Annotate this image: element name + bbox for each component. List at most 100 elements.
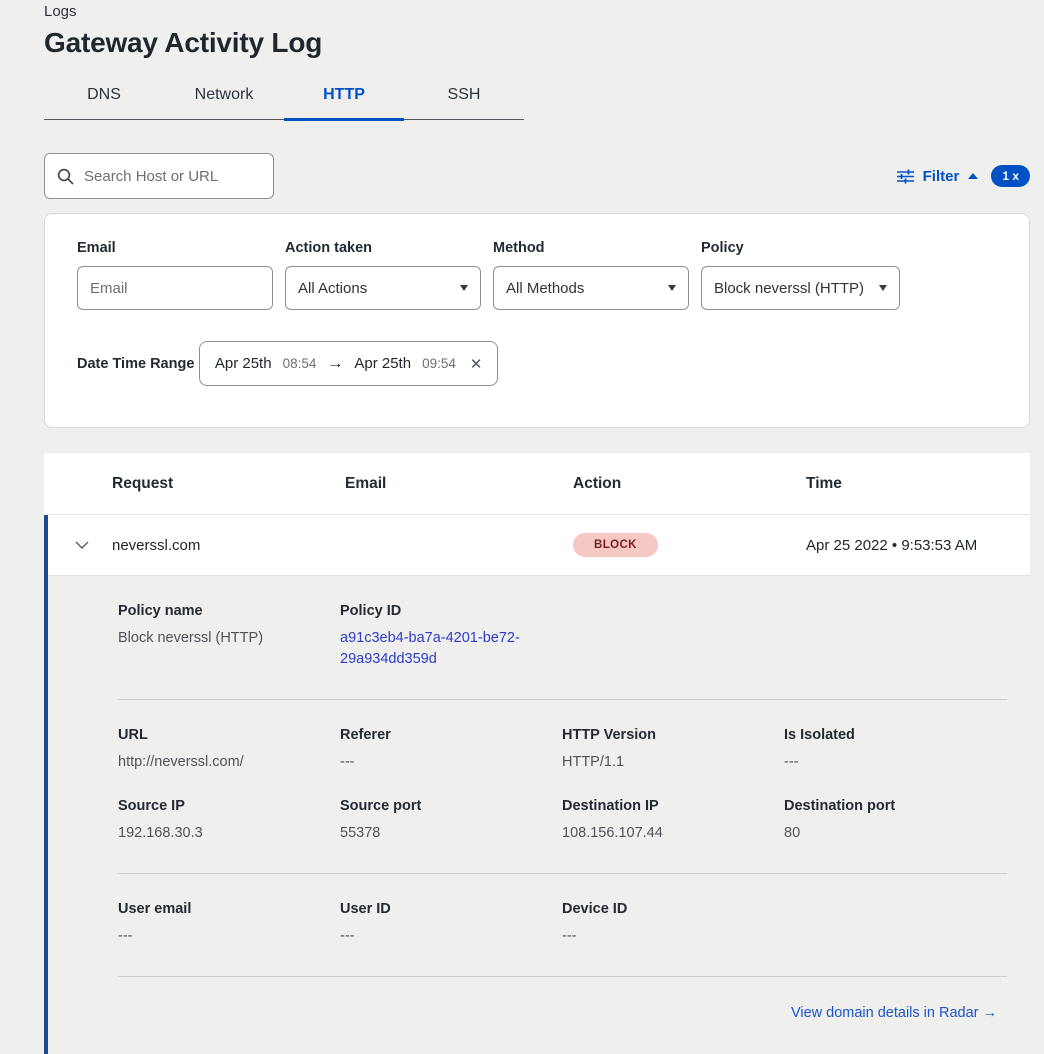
divider (118, 873, 1007, 874)
source-port-label: Source port (340, 798, 422, 814)
destination-port-label: Destination port (784, 798, 896, 814)
source-port-value: 55378 (340, 825, 381, 841)
device-id-value: --- (562, 928, 577, 944)
row-details-panel: Policy name Block neverssl (HTTP) Policy… (48, 576, 1030, 1054)
referer-label: Referer (340, 727, 391, 743)
caret-up-icon[interactable] (968, 173, 979, 179)
request-cell: neverssl.com (112, 536, 201, 554)
http-version-label: HTTP Version (562, 727, 657, 743)
action-cell: BLOCK (573, 533, 806, 557)
email-field-group: Email (77, 240, 273, 310)
user-details-row: User email --- User ID --- Device ID --- (48, 874, 1030, 976)
filter-count-badge[interactable]: 1 x (991, 165, 1030, 187)
method-field-group: Method All Methods (493, 240, 689, 310)
date-range-picker[interactable]: Apr 25th 08:54 → Apr 25th 09:54 ✕ (198, 341, 499, 386)
source-port-group: Source port 55378 (340, 798, 562, 844)
url-value: http://neverssl.com/ (118, 754, 244, 770)
start-time[interactable]: 08:54 (282, 356, 317, 371)
date-range-label: Date Time Range (77, 356, 195, 372)
page-title: Gateway Activity Log (44, 27, 323, 58)
user-id-group: User ID --- (340, 901, 562, 947)
column-header-time: Time (806, 474, 842, 492)
user-email-label: User email (118, 901, 192, 917)
http-version-value: HTTP/1.1 (562, 754, 625, 770)
method-value: All Methods (506, 279, 585, 297)
user-email-group: User email --- (118, 901, 340, 947)
radar-link[interactable]: View domain details in Radar → (790, 1005, 997, 1021)
is-isolated-label: Is Isolated (784, 727, 855, 743)
date-range-group: Date Time Range Apr 25th 08:54 → Apr 25t… (77, 331, 997, 386)
action-taken-value: All Actions (298, 279, 368, 297)
network-details-row: Source IP 192.168.30.3 Source port 55378… (48, 798, 1030, 873)
column-header-action: Action (573, 474, 622, 492)
policy-id-link[interactable]: a91c3eb4-ba7a-4201-be72-29a934dd359d (340, 630, 520, 667)
tab-network[interactable]: Network (194, 86, 254, 103)
policy-name-value: Block neverssl (HTTP) (118, 630, 264, 646)
end-date[interactable]: Apr 25th (354, 355, 412, 372)
http-details-row: URL http://neverssl.com/ Referer --- HTT… (48, 700, 1030, 773)
table-header: Request Email Action Time (44, 453, 1030, 515)
policy-label: Policy (701, 240, 744, 256)
time-cell: Apr 25 2022 • 9:53:53 AM (806, 536, 978, 554)
policy-value: Block neverssl (HTTP) (714, 279, 865, 297)
device-id-label: Device ID (562, 901, 628, 917)
user-id-value: --- (340, 928, 355, 944)
user-id-label: User ID (340, 901, 391, 917)
device-id-group: Device ID --- (562, 901, 784, 947)
destination-ip-label: Destination IP (562, 798, 659, 814)
breadcrumb[interactable]: Logs (44, 3, 77, 20)
policy-name-label: Policy name (118, 603, 203, 619)
end-time[interactable]: 09:54 (422, 356, 456, 371)
arrow-right-icon: → (327, 354, 344, 372)
column-header-request: Request (112, 474, 174, 492)
is-isolated-value: --- (784, 754, 799, 770)
destination-ip-value: 108.156.107.44 (562, 825, 663, 841)
method-select[interactable]: All Methods (493, 266, 689, 310)
tab-dns[interactable]: DNS (87, 86, 121, 103)
email-filter-input[interactable] (77, 266, 273, 310)
policy-name-group: Policy name Block neverssl (HTTP) (118, 603, 340, 670)
source-ip-group: Source IP 192.168.30.3 (118, 798, 340, 844)
filter-fields-row: Email Action taken All Actions Method Al… (77, 240, 997, 310)
action-taken-label: Action taken (285, 240, 373, 256)
action-taken-select[interactable]: All Actions (285, 266, 481, 310)
start-date[interactable]: Apr 25th (214, 355, 272, 372)
table-row[interactable]: neverssl.com BLOCK Apr 25 2022 • 9:53:53… (48, 515, 1030, 576)
url-group: URL http://neverssl.com/ (118, 727, 340, 773)
activity-log-table: Request Email Action Time neverssl.com B… (44, 453, 1030, 1054)
destination-port-group: Destination port 80 (784, 798, 1030, 844)
filter-sliders-icon (896, 169, 914, 184)
divider (118, 699, 1007, 700)
search-input[interactable] (84, 167, 283, 185)
method-label: Method (493, 240, 545, 256)
url-label: URL (118, 727, 148, 743)
filter-controls: Filter 1 x (896, 165, 1030, 187)
source-ip-label: Source IP (118, 798, 185, 814)
log-type-tabs: DNS Network HTTP SSH (44, 86, 524, 121)
filter-panel: Email Action taken All Actions Method Al… (44, 213, 1030, 428)
status-badge: BLOCK (573, 533, 658, 557)
destination-ip-group: Destination IP 108.156.107.44 (562, 798, 784, 844)
tab-ssh[interactable]: SSH (447, 86, 481, 103)
caret-down-icon (460, 285, 468, 291)
source-ip-value: 192.168.30.3 (118, 825, 203, 841)
column-header-email: Email (345, 474, 387, 492)
search-box[interactable] (44, 153, 283, 199)
close-icon[interactable]: ✕ (469, 355, 483, 373)
divider (118, 976, 1007, 977)
filter-toggle[interactable]: Filter (922, 167, 960, 185)
search-filter-row: Filter 1 x (44, 153, 1030, 199)
policy-section: Policy name Block neverssl (HTTP) Policy… (48, 576, 1030, 699)
caret-down-icon (668, 285, 676, 291)
referer-group: Referer --- (340, 727, 562, 773)
destination-port-value: 80 (784, 825, 801, 841)
search-icon (57, 168, 74, 185)
caret-down-icon (879, 285, 887, 291)
action-taken-field-group: Action taken All Actions (285, 240, 481, 310)
radar-link-row: View domain details in Radar → (48, 977, 1030, 1022)
is-isolated-group: Is Isolated --- (784, 727, 1030, 773)
chevron-down-icon[interactable] (75, 541, 112, 549)
policy-select[interactable]: Block neverssl (HTTP) (701, 266, 900, 310)
tab-http[interactable]: HTTP (284, 86, 404, 121)
